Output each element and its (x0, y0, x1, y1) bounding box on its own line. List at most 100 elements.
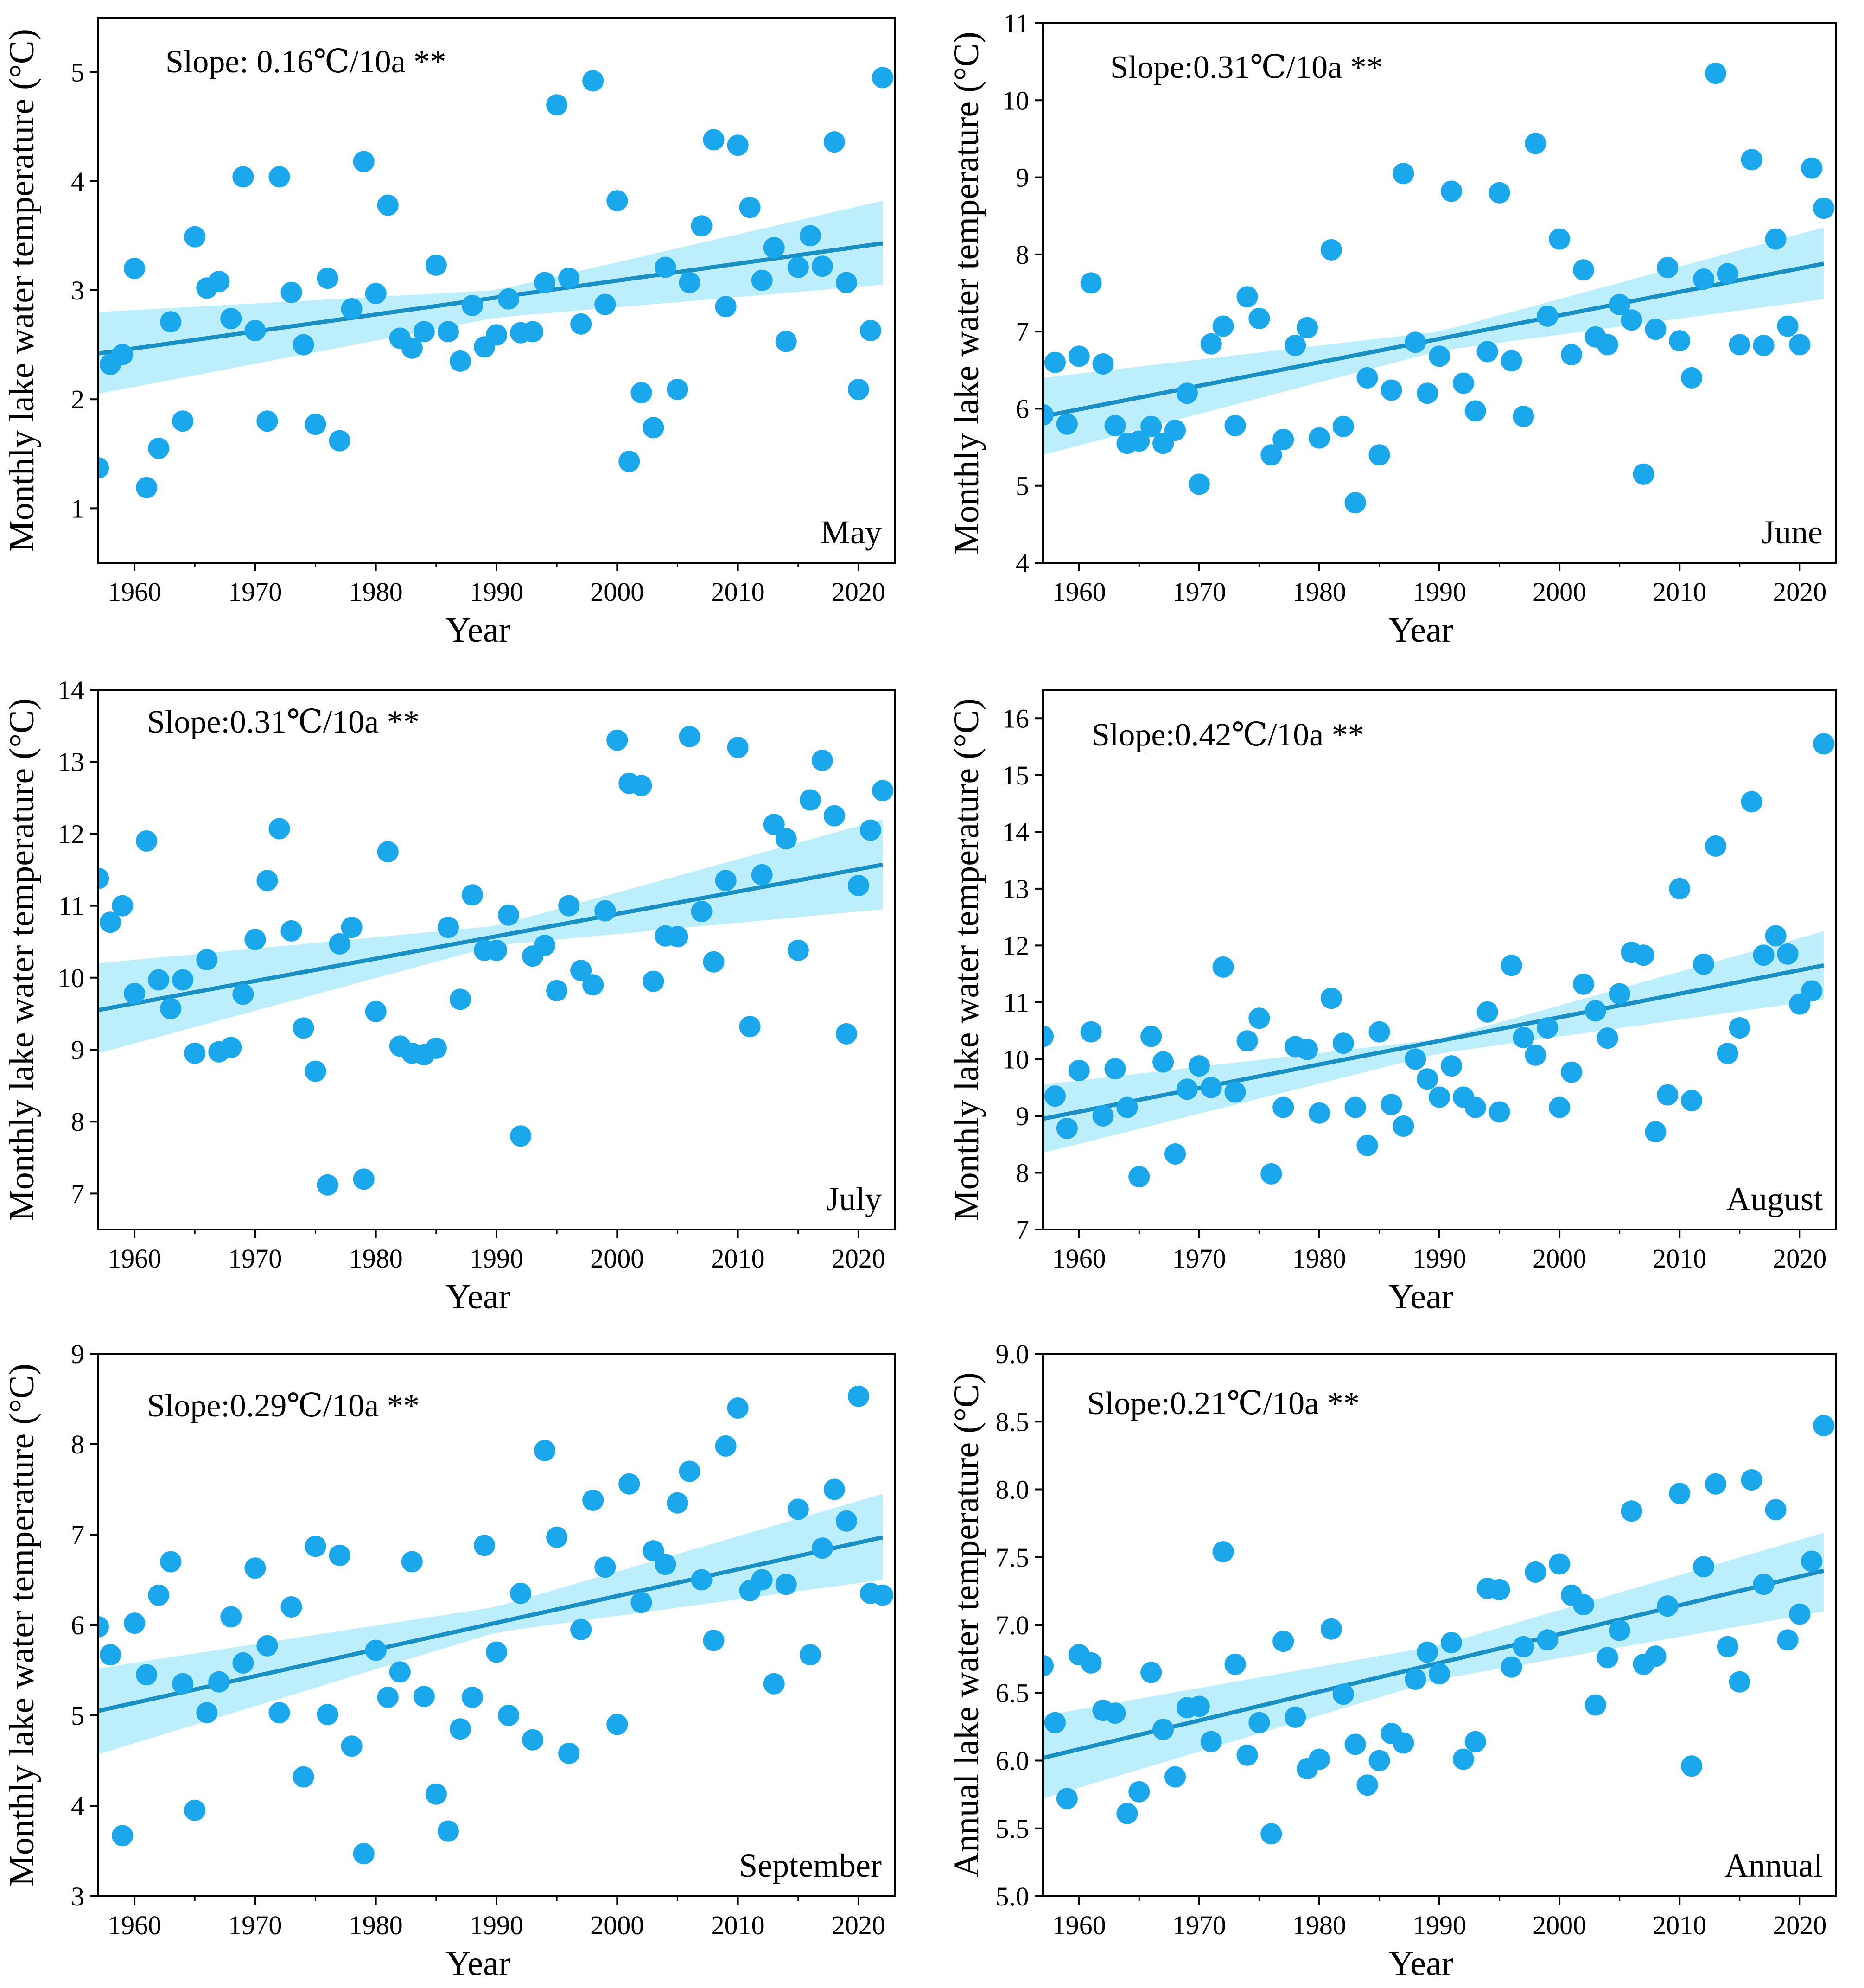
data-point (184, 1799, 206, 1821)
data-point (329, 430, 350, 452)
data-point (691, 1569, 713, 1591)
data-point (1356, 1774, 1378, 1796)
x-tick-label: 1990 (1412, 1910, 1466, 1940)
data-point (1489, 1101, 1510, 1123)
data-point (1043, 1026, 1054, 1047)
data-point (1525, 1044, 1546, 1066)
data-point (703, 129, 725, 151)
data-point (1104, 415, 1126, 436)
data-point (1705, 63, 1726, 84)
y-tick-label: 11 (1003, 988, 1029, 1018)
data-point (691, 215, 713, 237)
x-tick-label: 2010 (711, 1243, 765, 1274)
data-point (1285, 1706, 1306, 1728)
data-point (1801, 157, 1823, 179)
y-tick-label: 5.5 (996, 1814, 1030, 1844)
data-point (1043, 404, 1054, 426)
data-point (1285, 335, 1306, 357)
data-point (1200, 333, 1222, 355)
x-tick-label: 1980 (349, 577, 403, 607)
data-point (1765, 925, 1787, 947)
data-point (1092, 353, 1114, 375)
data-point (679, 272, 700, 293)
y-tick-label: 9 (71, 1035, 84, 1065)
data-point (859, 320, 881, 341)
trend-line (98, 241, 883, 356)
data-point (98, 867, 109, 889)
data-point (618, 451, 640, 472)
y-axis-title: Monthly lake water temperature (°C) (947, 32, 986, 554)
data-point (1320, 1618, 1342, 1640)
y-tick-label: 14 (1002, 817, 1029, 847)
data-point (1429, 345, 1450, 367)
x-tick-label: 2000 (590, 577, 644, 607)
data-point (727, 134, 749, 156)
x-axis-title: Year (1388, 1944, 1453, 1983)
data-point (1332, 415, 1354, 437)
x-axis-title: Year (445, 1944, 510, 1983)
data-point (1572, 1594, 1594, 1616)
data-point (703, 1630, 725, 1651)
y-tick-label: 4 (71, 1791, 84, 1821)
data-point (1681, 1090, 1703, 1111)
data-point (594, 1556, 616, 1578)
data-point (1549, 228, 1571, 250)
data-point (1440, 180, 1462, 202)
data-point (353, 1168, 375, 1190)
data-point (160, 1551, 182, 1573)
y-axis-title: Annual lake water temperature (°C) (947, 1372, 986, 1878)
data-point (256, 410, 278, 432)
y-tick-label: 9 (1016, 1101, 1029, 1131)
data-point (823, 1478, 845, 1500)
data-point (1212, 1541, 1234, 1563)
data-point (268, 166, 290, 188)
data-point (1140, 1662, 1162, 1683)
data-point (172, 969, 194, 991)
data-point (691, 901, 713, 922)
y-tick-label: 8.0 (996, 1475, 1030, 1505)
data-point (1393, 163, 1414, 185)
data-point (389, 1661, 411, 1683)
data-point (1572, 259, 1594, 281)
data-point (1549, 1553, 1571, 1575)
data-point (98, 457, 109, 479)
data-point (365, 1639, 387, 1661)
y-tick-label: 13 (57, 747, 84, 777)
data-point (1765, 228, 1787, 250)
data-point (1140, 1026, 1162, 1047)
data-point (1584, 1000, 1606, 1022)
data-point (835, 1023, 857, 1045)
data-point (1476, 1001, 1498, 1023)
x-tick-label: 1980 (349, 1910, 403, 1940)
data-point (1717, 263, 1738, 285)
data-point (1693, 953, 1714, 975)
data-point (1813, 1415, 1835, 1436)
data-point (1513, 1026, 1534, 1048)
data-point (1429, 1663, 1450, 1685)
data-point (256, 870, 278, 892)
data-point (1597, 1647, 1618, 1669)
x-tick-label: 1980 (349, 1243, 403, 1274)
data-point (1801, 980, 1823, 1002)
y-tick-label: 6.5 (996, 1678, 1030, 1708)
data-point (1164, 420, 1186, 441)
data-point (305, 414, 326, 435)
data-point (1332, 1683, 1354, 1705)
x-axis-title: Year (1388, 1277, 1453, 1316)
y-tick-label: 10 (57, 963, 84, 993)
data-point (1417, 1641, 1438, 1663)
plot-area (1043, 63, 1835, 514)
data-point (727, 737, 749, 758)
x-tick-label: 1960 (1052, 577, 1106, 607)
data-point (1164, 1766, 1186, 1788)
data-point (437, 1820, 459, 1842)
data-point (1092, 1105, 1114, 1127)
y-axis-title: Monthly lake water temperature (°C) (2, 698, 41, 1221)
data-point (558, 895, 580, 917)
data-point (317, 1704, 338, 1726)
data-point (208, 271, 230, 293)
data-point (305, 1536, 326, 1557)
data-point (1152, 1051, 1174, 1073)
y-tick-label: 7 (71, 1520, 84, 1550)
data-point (1356, 1134, 1378, 1156)
